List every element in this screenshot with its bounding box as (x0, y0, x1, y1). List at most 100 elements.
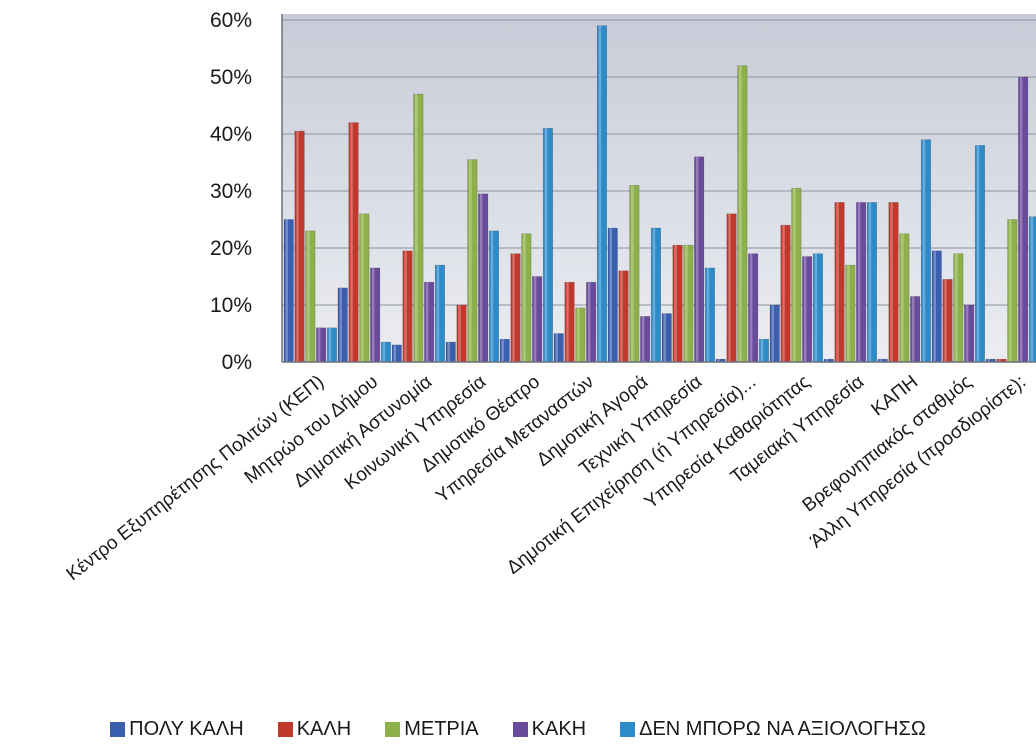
legend-item: ΠΟΛΥ ΚΑΛΗ (110, 718, 244, 741)
bar-highlight (933, 250, 936, 362)
bar-highlight (922, 139, 926, 362)
bar-highlight (976, 145, 980, 362)
bar-highlight (717, 359, 720, 362)
bar-highlight (685, 245, 688, 362)
y-tick-label: 60% (210, 9, 252, 32)
bar-highlight (695, 156, 699, 362)
bar-highlight (371, 267, 375, 362)
legend-item: ΜΕΤΡΙΑ (385, 718, 479, 741)
bars (283, 25, 1036, 363)
bar (791, 187, 802, 363)
y-tick-label: 50% (210, 66, 252, 89)
bar-highlight (350, 122, 353, 362)
bar-highlight (425, 282, 429, 362)
bar (953, 253, 964, 363)
bar (402, 250, 413, 363)
bar (553, 333, 564, 363)
y-tick-label: 40% (210, 123, 252, 146)
bar (467, 159, 478, 363)
bar (326, 327, 338, 363)
bar-highlight (728, 213, 731, 362)
bar (586, 281, 597, 363)
bar-highlight (998, 359, 1001, 362)
bar-highlight (577, 307, 580, 362)
bar-highlight (523, 233, 526, 362)
bar (866, 202, 878, 363)
bar (478, 193, 489, 363)
bar-highlight (868, 202, 872, 362)
bar (661, 313, 672, 363)
y-tick-label: 30% (210, 180, 252, 203)
bar (683, 244, 694, 363)
bar (294, 130, 305, 363)
legend-swatch (512, 722, 528, 737)
y-axis: 0% 10% 20% 30% 40% 50% 60% (210, 9, 283, 374)
bar (391, 344, 402, 363)
legend-label: ΚΑΚΗ (531, 718, 587, 740)
bar-highlight (890, 202, 893, 362)
bar (834, 202, 845, 363)
bar (337, 287, 348, 363)
bar (1007, 219, 1018, 363)
bar-highlight (587, 282, 591, 362)
legend-label: ΠΟΛΥ ΚΑΛΗ (129, 718, 244, 740)
bar-highlight (706, 267, 710, 362)
bar (780, 224, 791, 363)
bar-highlight (857, 202, 861, 362)
bar (942, 279, 953, 363)
legend-swatch (277, 722, 293, 737)
legend-label: ΔΕΝ ΜΠΟΡΩ ΝΑ ΑΞΙΟΛΟΓΗΣΩ (639, 718, 926, 740)
bar (1018, 76, 1029, 363)
bar-highlight (620, 270, 623, 362)
bar-highlight (879, 359, 882, 362)
bar (964, 304, 975, 363)
bar (499, 338, 510, 363)
bar (931, 250, 942, 363)
bar-highlight (663, 313, 666, 362)
x-axis: Κέντρο Εξυπηρέτησης Πολιτών (ΚΕΠ)Μητρώο … (63, 361, 1036, 585)
bar (704, 267, 716, 363)
legend-swatch (110, 722, 126, 737)
bar-highlight (339, 287, 342, 362)
bar-highlight (404, 250, 407, 362)
bar (424, 281, 435, 363)
y-tick-label: 20% (210, 237, 252, 260)
bar-highlight (749, 253, 753, 362)
bar (769, 304, 780, 363)
bar (737, 65, 748, 363)
legend-label: ΜΕΤΡΙΑ (404, 718, 479, 740)
bar-highlight (307, 230, 310, 362)
bar-highlight (490, 230, 494, 362)
bar (510, 253, 521, 363)
bar-highlight (911, 296, 915, 362)
bar-highlight (361, 213, 364, 362)
bar-highlight (739, 65, 742, 362)
bar (888, 202, 899, 363)
bar-highlight (782, 225, 785, 362)
bar (899, 233, 910, 363)
bar (575, 307, 586, 363)
legend-swatch (620, 722, 636, 737)
bar-highlight (987, 359, 990, 362)
bar-highlight (555, 333, 558, 362)
bar-highlight (328, 327, 332, 362)
bar-highlight (469, 159, 472, 362)
bar-highlight (674, 245, 677, 362)
bar-highlight (631, 185, 634, 362)
bar-highlight (1009, 219, 1012, 362)
bar-highlight (803, 256, 807, 362)
bar-highlight (382, 342, 386, 362)
bar (521, 233, 532, 363)
bar (672, 244, 683, 363)
bar (694, 156, 705, 363)
bar-highlight (436, 265, 440, 362)
bar-highlight (1019, 77, 1023, 362)
legend-item: ΔΕΝ ΜΠΟΡΩ ΝΑ ΑΞΙΟΛΟΓΗΣΩ (620, 718, 926, 741)
bar (283, 219, 294, 363)
bar (348, 122, 359, 363)
legend-item: ΚΑΚΗ (512, 718, 587, 741)
bar (640, 316, 651, 363)
bar-highlight (317, 327, 321, 362)
bar-highlight (771, 305, 774, 362)
y-tick-label: 0% (222, 351, 252, 374)
